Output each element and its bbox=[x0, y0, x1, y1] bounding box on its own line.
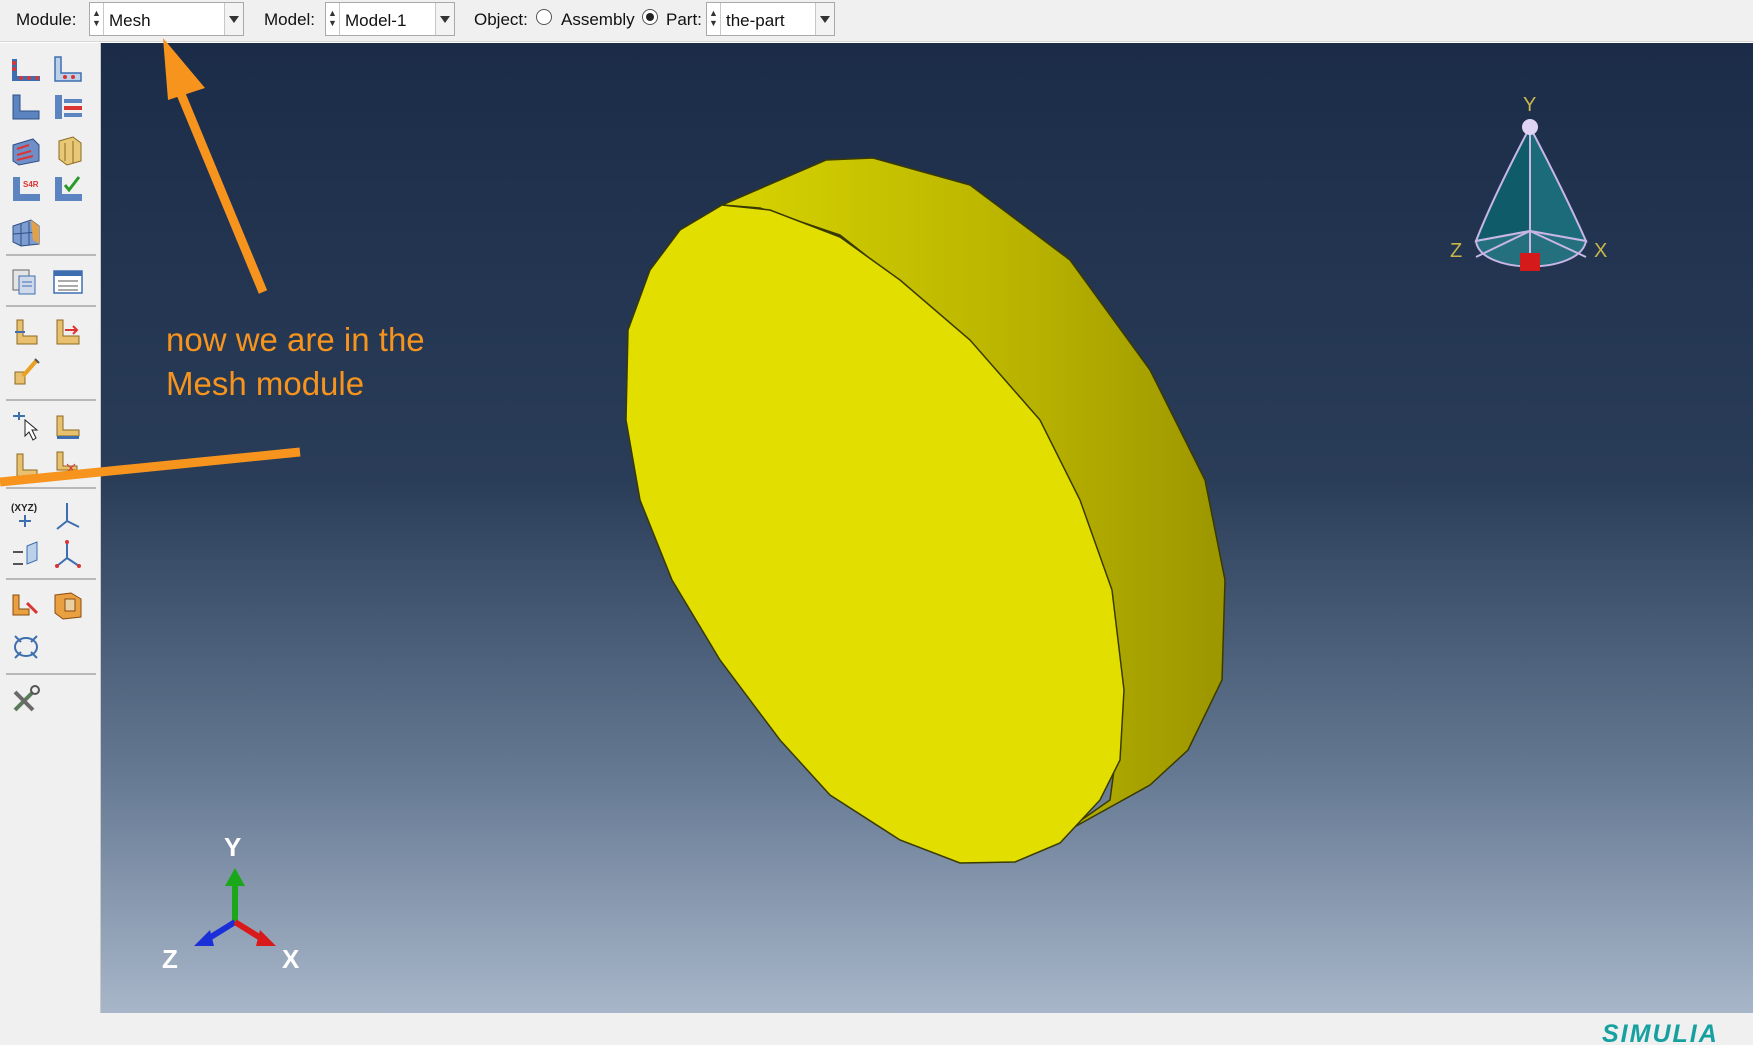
view-triad-x-label: X bbox=[1594, 240, 1607, 262]
csys-y-label: Y bbox=[224, 832, 241, 862]
create-surface-icon[interactable] bbox=[50, 588, 86, 622]
seed-edges-icon[interactable] bbox=[50, 52, 86, 86]
delete-edge-seeds-icon[interactable] bbox=[50, 90, 86, 124]
context-bar: Module: ▲ ▼ Mesh Model: ▲ ▼ Model-1 Object… bbox=[0, 0, 1753, 42]
datum-plane-icon[interactable] bbox=[8, 537, 44, 571]
model-combo[interactable]: ▲ ▼ Model-1 bbox=[325, 2, 455, 36]
simulia-logo-text: SIMULIA bbox=[1602, 1020, 1719, 1048]
chevron-down-icon[interactable] bbox=[815, 3, 834, 35]
part-radio[interactable] bbox=[642, 9, 658, 25]
csys-triad: Y Z X bbox=[162, 832, 300, 974]
csys-z-label: Z bbox=[162, 944, 178, 974]
mesh-part-icon[interactable] bbox=[8, 215, 44, 249]
annotation-line-1: now we are in the bbox=[166, 321, 425, 358]
element-type-s4r-icon[interactable]: S4R bbox=[8, 172, 44, 206]
annotation-line-2: Mesh module bbox=[166, 365, 365, 402]
part-combo[interactable]: ▲ ▼ the-part bbox=[706, 2, 835, 36]
module-spinner[interactable]: ▲ ▼ bbox=[90, 3, 104, 35]
mesh-toolbox: S4R (XYZ) bbox=[0, 43, 101, 1013]
model-value: Model-1 bbox=[345, 11, 407, 30]
part-disk[interactable] bbox=[101, 43, 1753, 1013]
view-orientation-triad[interactable]: Y Z X bbox=[1440, 85, 1620, 305]
assign-mesh-controls-icon[interactable] bbox=[8, 134, 44, 168]
model-label: Model: bbox=[264, 10, 316, 29]
query-icon[interactable] bbox=[8, 265, 44, 299]
verify-mesh-icon[interactable] bbox=[50, 172, 86, 206]
mesh-stats-icon[interactable] bbox=[50, 265, 86, 299]
edit-mesh-icon[interactable] bbox=[8, 409, 44, 443]
assembly-label: Assembly bbox=[561, 10, 635, 29]
assign-element-type-icon[interactable] bbox=[50, 134, 86, 168]
datum-point-icon[interactable]: (XYZ) bbox=[8, 498, 44, 532]
part-spinner[interactable]: ▲ ▼ bbox=[707, 3, 721, 35]
csys-x-label: X bbox=[282, 944, 300, 974]
module-combo[interactable]: ▲ ▼ Mesh bbox=[89, 2, 244, 36]
seed-part-icon[interactable] bbox=[8, 52, 44, 86]
partition-face-icon[interactable] bbox=[8, 315, 44, 349]
chevron-down-icon[interactable] bbox=[435, 3, 454, 35]
annotation-text: now we are in the Mesh module bbox=[166, 318, 425, 406]
mesh-region-icon[interactable] bbox=[50, 409, 86, 443]
svg-text:S4R: S4R bbox=[23, 180, 39, 189]
datum-axis-icon[interactable] bbox=[50, 498, 86, 532]
assembly-radio[interactable] bbox=[536, 9, 552, 25]
create-set-icon[interactable] bbox=[8, 588, 44, 622]
chevron-down-icon[interactable] bbox=[224, 3, 243, 35]
svg-text:(XYZ): (XYZ) bbox=[11, 503, 37, 514]
partition-edge-icon[interactable] bbox=[50, 315, 86, 349]
status-strip bbox=[0, 1013, 1753, 1045]
tools-icon[interactable] bbox=[8, 683, 44, 717]
model-spinner[interactable]: ▲ ▼ bbox=[326, 3, 340, 35]
delete-part-seeds-icon[interactable] bbox=[8, 90, 44, 124]
part-value: the-part bbox=[726, 11, 785, 30]
view-triad-y-label: Y bbox=[1523, 94, 1536, 116]
object-label: Object: bbox=[474, 10, 528, 29]
reference-point-icon[interactable] bbox=[8, 629, 44, 663]
virtual-topology-icon[interactable] bbox=[8, 355, 44, 389]
module-label: Module: bbox=[16, 10, 77, 29]
datum-csys-icon[interactable] bbox=[50, 537, 86, 571]
view-triad-z-label: Z bbox=[1450, 240, 1462, 262]
module-value: Mesh bbox=[109, 11, 151, 30]
part-label: Part: bbox=[666, 10, 702, 29]
simulia-logo: SIMULIA bbox=[1602, 1020, 1719, 1049]
